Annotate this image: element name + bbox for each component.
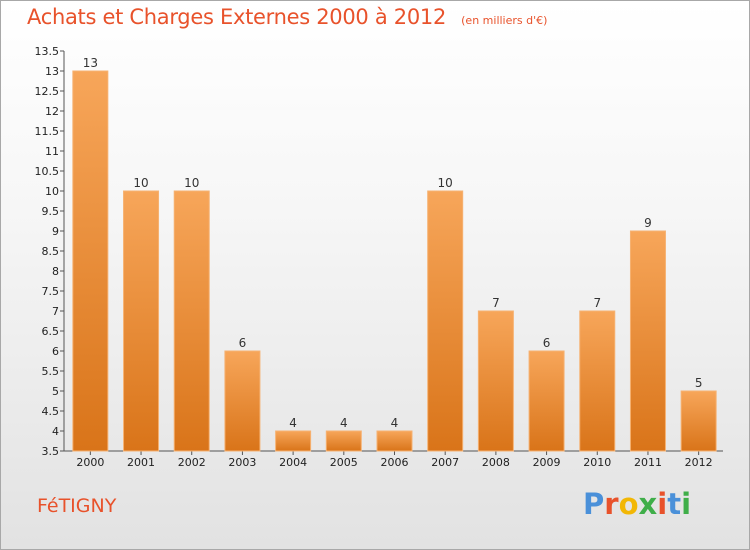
y-tick-label: 11 — [45, 145, 59, 158]
axes: 3.5 4 4.5 5 5.5 6 6.5 7 7.5 8 8.5 9 9.5 10 10.5 11 11.5 1… — [35, 45, 723, 458]
bar-2010 — [579, 310, 616, 452]
y-tick-label: 9 — [52, 225, 59, 238]
y-tick-label: 9.5 — [42, 205, 60, 218]
x-tick-label-2007: 2007 — [431, 456, 459, 469]
x-tick-label-2011: 2011 — [634, 456, 662, 469]
y-tick-label: 7 — [52, 305, 59, 318]
bar-2003 — [224, 350, 261, 452]
logo-letter: i — [681, 487, 692, 521]
x-tick-label-2000: 2000 — [76, 456, 104, 469]
bar-2004 — [275, 430, 312, 452]
x-tick-label-2009: 2009 — [533, 456, 561, 469]
bar-2005 — [325, 430, 362, 452]
bar-2001 — [123, 190, 160, 452]
bar-2002 — [173, 190, 210, 452]
y-tick-label: 8.5 — [42, 245, 60, 258]
x-tick-label-2003: 2003 — [228, 456, 256, 469]
bar-2000 — [72, 70, 109, 452]
x-tick-label-2004: 2004 — [279, 456, 307, 469]
bar-2008 — [477, 310, 514, 452]
bar-2012 — [680, 390, 717, 452]
labels: 13 2000 10 2001 10 2002 6 2003 4 2004 4 2005 4 2006 10… — [76, 56, 712, 469]
bar-2006 — [376, 430, 413, 452]
value-label-2011: 9 — [644, 216, 652, 230]
y-tick-label: 4.5 — [42, 405, 60, 418]
y-tick-label: 12.5 — [35, 85, 60, 98]
bar-2009 — [528, 350, 565, 452]
x-tick-label-2005: 2005 — [330, 456, 358, 469]
y-tick-label: 6 — [52, 345, 59, 358]
logo-letter: x — [638, 487, 658, 521]
chart-unit: (en milliers d'€) — [461, 14, 548, 27]
value-label-2002: 10 — [184, 176, 199, 190]
value-label-2005: 4 — [340, 416, 348, 430]
value-label-2010: 7 — [593, 296, 601, 310]
y-tick-label: 11.5 — [35, 125, 60, 138]
chart-title: Achats et Charges Externes 2000 à 2012 — [27, 5, 447, 29]
y-tick-label: 12 — [45, 105, 59, 118]
y-tick-label: 8 — [52, 265, 59, 278]
x-tick-label-2002: 2002 — [178, 456, 206, 469]
x-tick-label-2012: 2012 — [685, 456, 713, 469]
logo-letter: o — [618, 487, 639, 521]
proxiti-logo: Proxiti — [583, 487, 691, 521]
value-label-2003: 6 — [239, 336, 247, 350]
x-tick-label-2010: 2010 — [583, 456, 611, 469]
y-tick-label: 13.5 — [35, 45, 60, 58]
y-tick-label: 4 — [52, 425, 59, 438]
y-tick-label: 5.5 — [42, 365, 60, 378]
value-label-2007: 10 — [438, 176, 453, 190]
value-label-2004: 4 — [289, 416, 297, 430]
x-tick-label-2008: 2008 — [482, 456, 510, 469]
value-label-2008: 7 — [492, 296, 500, 310]
y-tick-label: 7.5 — [42, 285, 60, 298]
value-label-2012: 5 — [695, 376, 703, 390]
logo-letter: r — [604, 487, 619, 521]
y-tick-label: 5 — [52, 385, 59, 398]
bar-2011 — [629, 230, 666, 452]
bar-2007 — [427, 190, 464, 452]
y-tick-label: 10 — [45, 185, 59, 198]
y-tick-label: 13 — [45, 65, 59, 78]
bars — [72, 70, 717, 452]
y-tick-label: 3.5 — [42, 445, 60, 458]
logo-letter: P — [583, 487, 605, 521]
logo-letter: t — [667, 487, 682, 521]
x-tick-label-2006: 2006 — [381, 456, 409, 469]
y-tick-label: 6.5 — [42, 325, 60, 338]
logo-letter: i — [657, 487, 668, 521]
x-tick-label-2001: 2001 — [127, 456, 155, 469]
value-label-2001: 10 — [133, 176, 148, 190]
value-label-2009: 6 — [543, 336, 551, 350]
commune-name: FéTIGNY — [37, 495, 117, 517]
title-row: Achats et Charges Externes 2000 à 2012 (… — [27, 5, 547, 29]
y-tick-label: 10.5 — [35, 165, 60, 178]
value-label-2000: 13 — [83, 56, 98, 70]
value-label-2006: 4 — [391, 416, 399, 430]
